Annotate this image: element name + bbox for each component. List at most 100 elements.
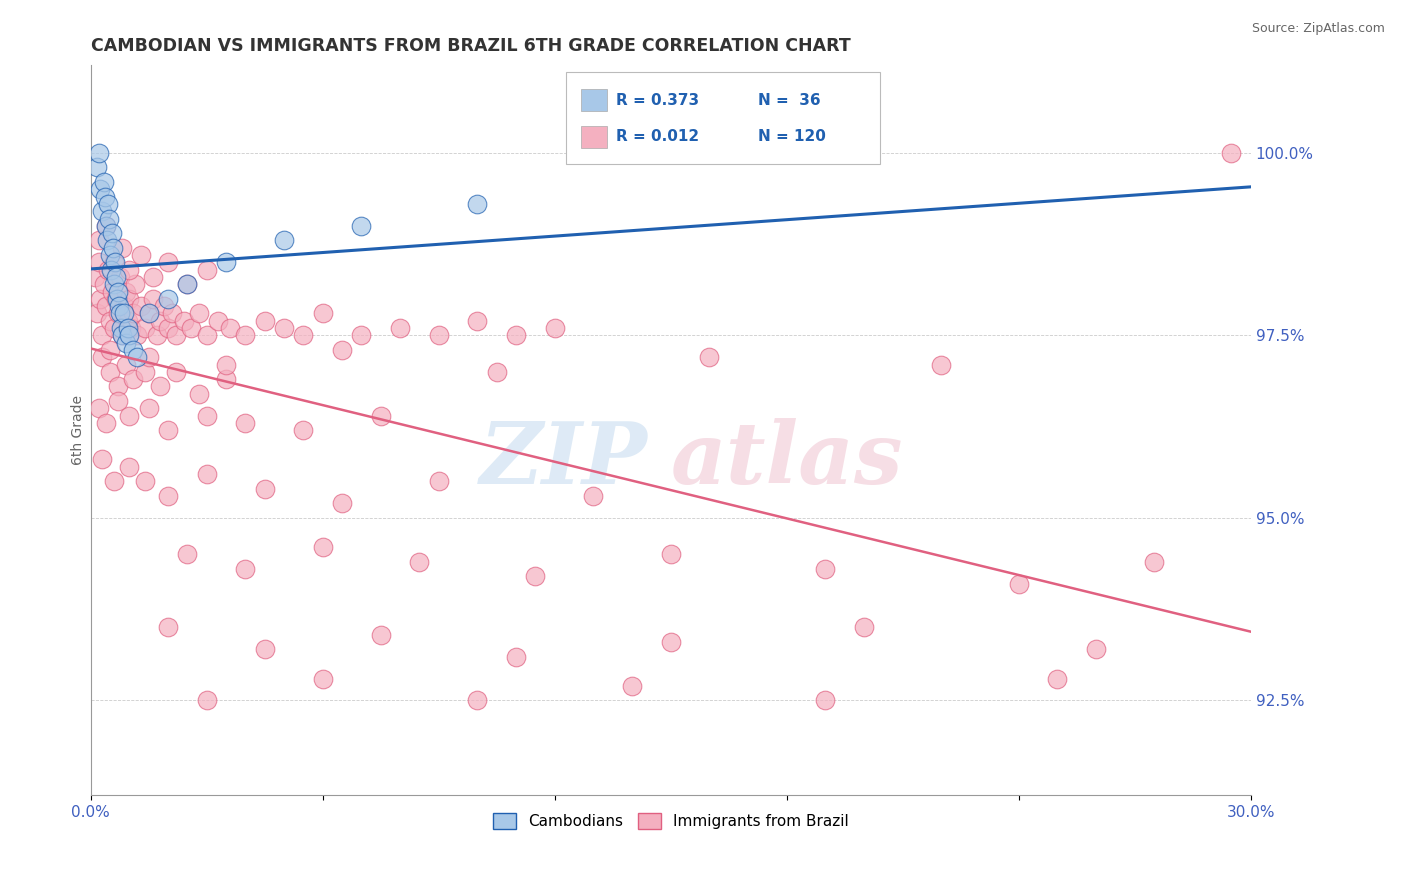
Point: [101, 226, 124, 240]
Point: [1008, 576, 1031, 591]
Point: [195, 693, 218, 707]
Point: [96, 234, 118, 248]
Point: [138, 306, 160, 320]
Point: [659, 635, 682, 649]
Point: [118, 292, 141, 306]
Point: [176, 277, 198, 292]
Point: [98, 211, 121, 226]
Point: [96, 219, 118, 233]
Text: ZIP: ZIP: [479, 417, 648, 501]
Point: [524, 569, 547, 583]
Text: N =  36: N = 36: [758, 93, 821, 108]
Point: [207, 314, 229, 328]
Point: [312, 672, 335, 686]
Point: [312, 306, 335, 320]
Point: [195, 409, 218, 423]
Point: [153, 299, 176, 313]
Point: [544, 321, 567, 335]
Point: [93, 277, 115, 292]
Point: [98, 365, 121, 379]
Point: [853, 620, 876, 634]
Point: [253, 642, 276, 657]
Point: [96, 299, 118, 313]
Point: [350, 328, 373, 343]
Point: [1220, 145, 1243, 160]
Point: [107, 306, 129, 320]
Point: [195, 262, 218, 277]
Point: [129, 299, 152, 313]
Point: [195, 467, 218, 482]
Point: [100, 262, 122, 277]
Point: [467, 197, 489, 211]
Point: [350, 219, 373, 233]
Point: [188, 386, 211, 401]
Point: [1085, 642, 1108, 657]
Point: [114, 335, 136, 350]
Point: [180, 321, 202, 335]
Point: [117, 314, 139, 328]
Point: [96, 219, 118, 233]
Point: [104, 292, 127, 306]
Point: [273, 234, 295, 248]
Text: R = 0.373: R = 0.373: [616, 93, 699, 108]
Text: atlas: atlas: [671, 417, 903, 501]
Point: [114, 285, 136, 299]
Point: [173, 314, 195, 328]
Point: [118, 409, 141, 423]
Point: [111, 241, 134, 255]
Point: [157, 489, 180, 503]
Point: [87, 401, 110, 416]
Point: [370, 409, 392, 423]
Point: [165, 328, 187, 343]
Point: [96, 416, 118, 430]
Bar: [582, 126, 607, 148]
Point: [98, 248, 121, 262]
Point: [814, 562, 837, 576]
Point: [165, 365, 187, 379]
Point: [142, 269, 165, 284]
Point: [330, 496, 353, 510]
Point: [86, 161, 108, 175]
Point: [104, 269, 127, 284]
Point: [87, 234, 110, 248]
Point: [253, 482, 276, 496]
Point: [157, 292, 180, 306]
Point: [104, 255, 127, 269]
Point: [176, 277, 198, 292]
Point: [118, 262, 141, 277]
Point: [149, 379, 172, 393]
Point: [699, 351, 721, 365]
Point: [427, 328, 450, 343]
Point: [111, 328, 134, 343]
Point: [253, 314, 276, 328]
Point: [122, 343, 145, 357]
Point: [89, 182, 111, 196]
Point: [103, 321, 125, 335]
Point: [485, 365, 508, 379]
Point: [111, 328, 134, 343]
Point: [94, 189, 117, 203]
Point: [145, 328, 167, 343]
Point: [87, 145, 110, 160]
Point: [91, 204, 114, 219]
Point: [176, 548, 198, 562]
Point: [83, 269, 105, 284]
Point: [215, 358, 238, 372]
Y-axis label: 6th Grade: 6th Grade: [72, 395, 86, 466]
Point: [129, 248, 152, 262]
Point: [505, 328, 527, 343]
Point: [91, 452, 114, 467]
Point: [118, 459, 141, 474]
Point: [582, 489, 605, 503]
Point: [157, 620, 180, 634]
Point: [98, 314, 121, 328]
Point: [110, 321, 132, 335]
Point: [107, 285, 129, 299]
Point: [87, 255, 110, 269]
Point: [427, 475, 450, 489]
Point: [114, 358, 136, 372]
Point: [117, 321, 139, 335]
Point: [138, 306, 160, 320]
Point: [273, 321, 295, 335]
Point: [1046, 672, 1069, 686]
